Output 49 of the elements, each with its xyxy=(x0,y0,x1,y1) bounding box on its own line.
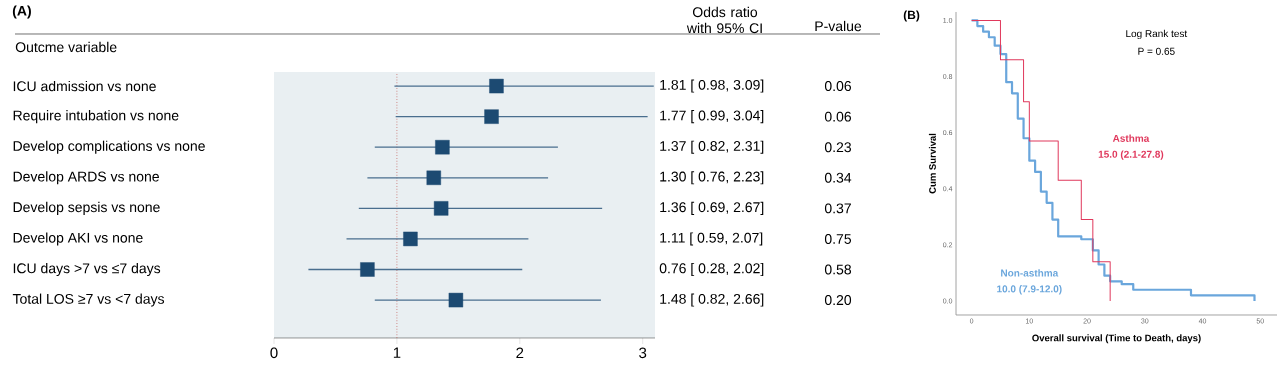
text: (A) xyxy=(12,5,31,19)
text: Non-asthma xyxy=(1001,269,1059,277)
y-tick-label: ICU days >7 vs ≤7 days xyxy=(13,262,161,277)
text: 0.06 xyxy=(824,81,851,92)
data-label: 1.11 [ 0.59, 2.07] xyxy=(660,232,763,246)
x-tick-label: 0 xyxy=(270,347,278,359)
text: Odds ratio with 95% CI xyxy=(686,6,762,34)
text: 0.34 xyxy=(824,172,852,183)
y-tick-label: Develop complications vs none xyxy=(13,140,205,154)
y-axis-title: Outcme variable xyxy=(15,41,117,53)
point xyxy=(403,231,418,247)
data-label: 0.76 [ 0.28, 2.02] xyxy=(659,262,764,277)
x-tick-label: 3 xyxy=(639,347,647,359)
chart-title: (B) xyxy=(903,10,920,22)
data-label: 1.77 [ 0.99, 3.04] xyxy=(660,110,764,124)
data-label: 1.81 [ 0.98, 3.09] xyxy=(660,79,764,93)
annotation: Log Rank test xyxy=(1126,29,1188,40)
point xyxy=(433,201,449,216)
text: 0.23 xyxy=(824,142,851,153)
point xyxy=(489,78,504,94)
x-axis-title: Overall survival (Time to Death, days) xyxy=(1032,334,1201,344)
y-tick-label: Develop AKI vs none xyxy=(13,232,143,246)
data-label: 1.48 [ 0.82, 2.66] xyxy=(660,293,764,307)
text: 0.20 xyxy=(824,295,852,306)
point xyxy=(484,109,499,124)
annotation: 10.0 (7.9-12.0) xyxy=(997,285,1062,295)
point xyxy=(426,170,441,185)
y-tick-label: Total LOS ≥7 vs <7 days xyxy=(12,293,165,307)
text: P-value xyxy=(815,20,862,32)
text: 0.37 xyxy=(824,203,851,214)
data-label: 1.37 [ 0.82, 2.31] xyxy=(660,140,764,154)
x-tick-label: 1 xyxy=(393,347,401,358)
point xyxy=(435,140,450,155)
y-axis-title: Cum Survival xyxy=(928,133,936,194)
text: 0.75 xyxy=(824,233,852,244)
text: Asthma xyxy=(1112,134,1150,142)
point xyxy=(360,262,375,277)
y-tick-label: Develop sepsis vs none xyxy=(13,201,160,215)
y-tick-label: ICU admission vs none xyxy=(13,80,156,92)
text: 0.58 xyxy=(824,264,852,275)
annotation: P = 0.65 xyxy=(1138,47,1175,55)
y-tick-label: Require intubation vs none xyxy=(13,110,179,124)
y-tick-label: Develop ARDS vs none xyxy=(13,171,159,185)
x-tick-label: 2 xyxy=(516,347,524,359)
data-label: 1.36 [ 0.69, 2.67] xyxy=(660,201,764,215)
annotation: 15.0 (2.1-27.8) xyxy=(1098,150,1164,160)
point xyxy=(448,292,464,308)
text: 0.06 xyxy=(824,111,851,122)
data-label: 1.30 [ 0.76, 2.23] xyxy=(660,171,764,185)
